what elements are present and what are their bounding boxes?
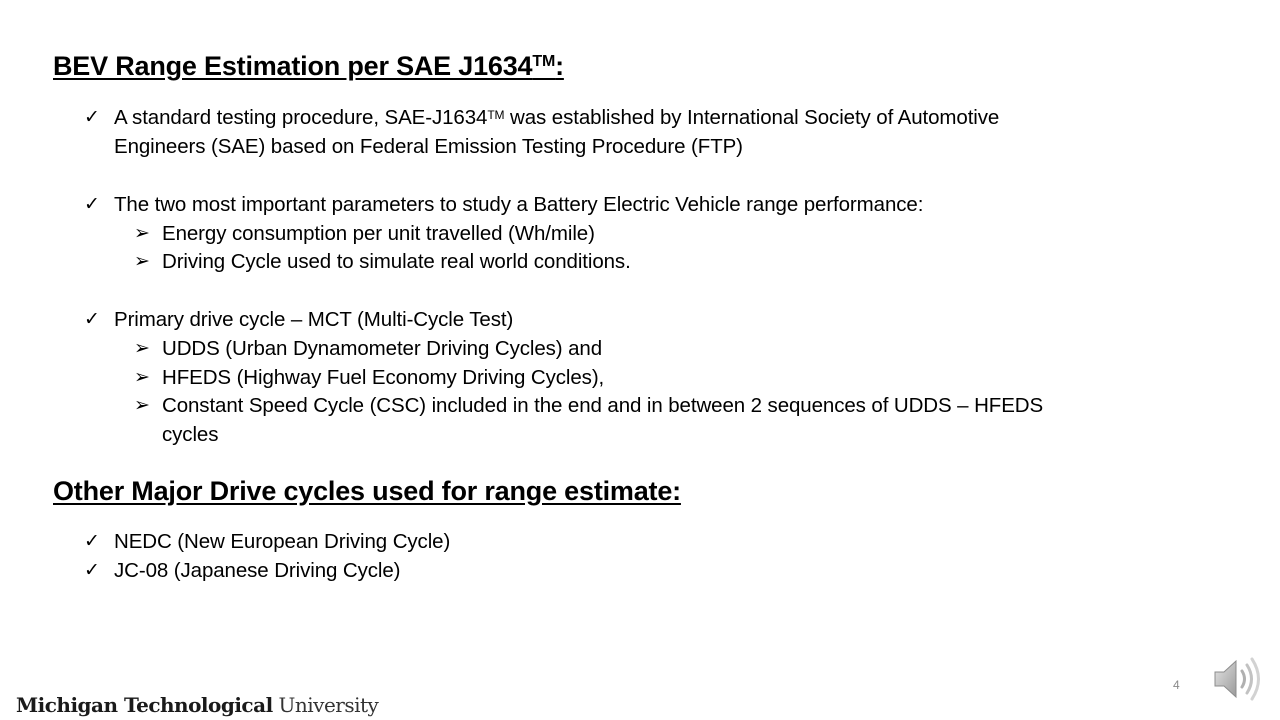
bullet-nedc: NEDC (New European Driving Cycle)	[114, 530, 451, 553]
section-heading: Other Major Drive cycles used for range …	[53, 476, 681, 506]
bullet-sae-procedure-line1: A standard testing procedure, SAE-J1634T…	[114, 103, 999, 132]
checkmark-icon: ✓	[84, 309, 100, 330]
sub-bullet-csc-continued: cycles	[162, 423, 219, 446]
trademark-superscript: TM	[487, 108, 505, 122]
bullet-text: A standard testing procedure, SAE-J1634	[114, 106, 488, 129]
slide-title: BEV Range Estimation per SAE J1634TM:	[53, 50, 564, 82]
bullet-primary-cycle: Primary drive cycle – MCT (Multi-Cycle T…	[114, 308, 514, 331]
bullet-text: was established by International Society…	[504, 106, 1000, 129]
trademark-superscript: TM	[532, 53, 556, 70]
arrow-bullet-icon: ➢	[134, 251, 150, 272]
logo-bold-text: Michigan Technological	[16, 693, 273, 717]
sub-bullet-driving-cycle: Driving Cycle used to simulate real worl…	[162, 250, 631, 273]
arrow-bullet-icon: ➢	[134, 367, 150, 388]
slide-title-text: BEV Range Estimation per SAE J1634	[53, 51, 533, 81]
checkmark-icon: ✓	[84, 107, 100, 128]
sub-bullet-udds: UDDS (Urban Dynamometer Driving Cycles) …	[162, 337, 602, 360]
logo-light-text: University	[272, 693, 379, 717]
arrow-bullet-icon: ➢	[134, 395, 150, 416]
bullet-sae-procedure-line2: Engineers (SAE) based on Federal Emissio…	[114, 135, 743, 158]
slide-title-colon: :	[555, 51, 564, 81]
arrow-bullet-icon: ➢	[134, 338, 150, 359]
sub-bullet-energy: Energy consumption per unit travelled (W…	[162, 222, 595, 245]
university-logo: Michigan Technological University	[16, 691, 379, 719]
page-number: 4	[1173, 678, 1180, 692]
speaker-icon[interactable]	[1212, 652, 1266, 706]
checkmark-icon: ✓	[84, 560, 100, 581]
checkmark-icon: ✓	[84, 531, 100, 552]
sub-bullet-hfeds: HFEDS (Highway Fuel Economy Driving Cycl…	[162, 366, 605, 389]
bullet-parameters: The two most important parameters to stu…	[114, 193, 924, 216]
sub-bullet-csc: Constant Speed Cycle (CSC) included in t…	[162, 394, 1044, 417]
checkmark-icon: ✓	[84, 194, 100, 215]
bullet-jc08: JC-08 (Japanese Driving Cycle)	[114, 559, 401, 582]
arrow-bullet-icon: ➢	[134, 223, 150, 244]
